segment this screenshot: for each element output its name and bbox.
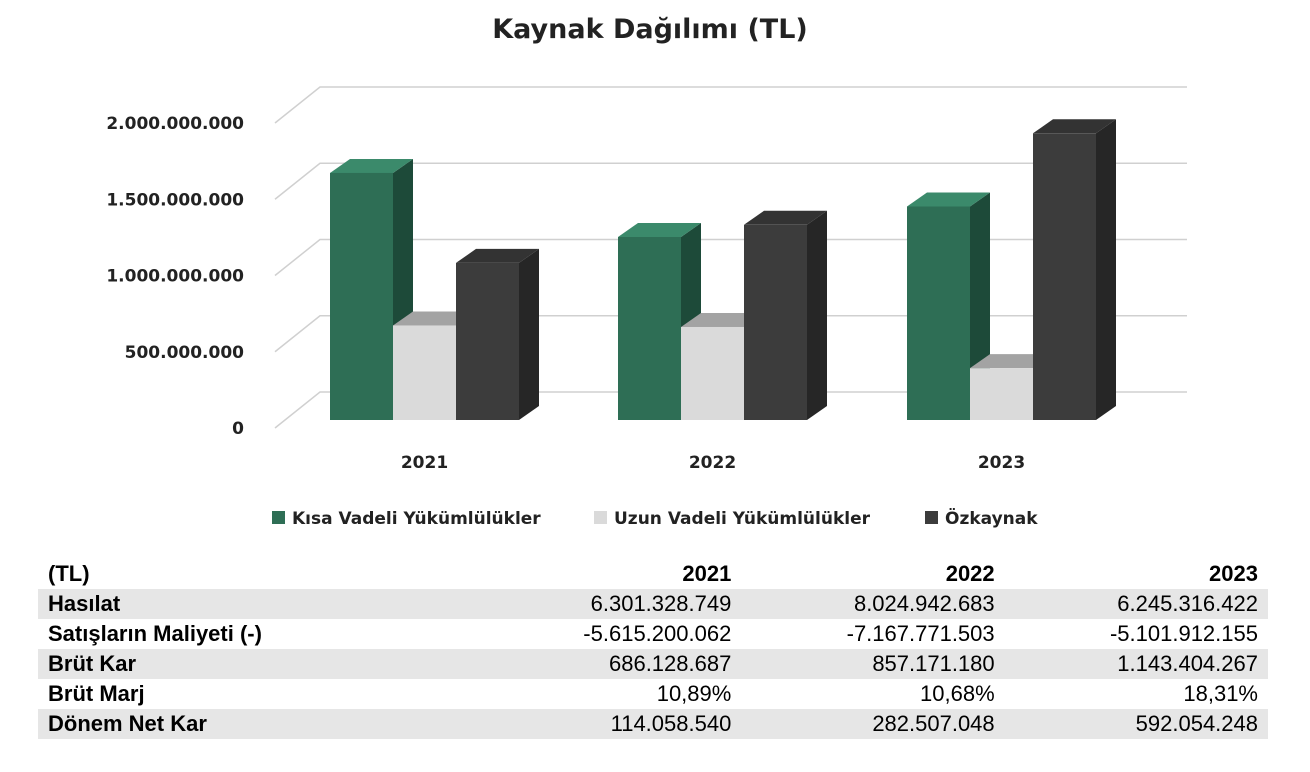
- table-header-year: 2022: [945, 561, 995, 586]
- bar-side: [1096, 119, 1116, 421]
- bar-front: [970, 368, 1033, 420]
- legend: Kısa Vadeli Yükümlülükler Uzun Vadeli Yük…: [272, 507, 1038, 529]
- row-value: -5.615.200.062: [583, 621, 732, 646]
- table-header-row: (TL) 2021 2022 2023: [38, 559, 1268, 589]
- bar: [907, 192, 990, 420]
- y-tick-label: 500.000.000: [125, 343, 245, 363]
- row-label: Hasılat: [38, 589, 478, 619]
- row-value: 1.143.404.267: [1004, 649, 1268, 679]
- legend-item: Özkaynak: [925, 507, 1038, 529]
- bar-front: [681, 326, 744, 420]
- bar-top: [907, 192, 990, 207]
- y-tick-label: 0: [232, 419, 244, 439]
- row-label: Brüt Marj: [48, 681, 145, 706]
- bar-top: [618, 223, 701, 237]
- table-row: Satışların Maliyeti (-) -5.615.200.062 -…: [38, 619, 1268, 649]
- row-value: 6.301.328.749: [478, 589, 742, 619]
- chart-grid: [274, 86, 1187, 429]
- y-tick-label: 2.000.000.000: [106, 114, 244, 134]
- x-tick-label: 2022: [689, 453, 736, 473]
- legend-swatch: [925, 511, 938, 524]
- table-row: Brüt Kar 686.128.687 857.171.180 1.143.4…: [38, 649, 1268, 679]
- bar-front: [1033, 133, 1096, 421]
- gridline: [274, 162, 1187, 200]
- row-value: 18,31%: [1183, 681, 1258, 706]
- bar: [1033, 119, 1116, 421]
- y-axis: 0 500.000.000 1.000.000.000 1.500.000.000 2.…: [106, 114, 244, 439]
- bar-front: [618, 237, 681, 420]
- bar-top: [1033, 119, 1116, 134]
- bar-front: [393, 325, 456, 420]
- legend-item: Uzun Vadeli Yükümlülükler: [594, 509, 871, 529]
- bar: [456, 248, 539, 420]
- row-value: 10,89%: [656, 681, 732, 706]
- legend-label: Uzun Vadeli Yükümlülükler: [614, 509, 871, 529]
- legend-label: Özkaynak: [945, 507, 1038, 529]
- legend-item: Kısa Vadeli Yükümlülükler: [272, 509, 541, 529]
- bar-front: [456, 262, 519, 420]
- row-value: -7.167.771.503: [846, 621, 995, 646]
- table-row: Hasılat 6.301.328.749 8.024.942.683 6.24…: [38, 589, 1268, 619]
- bar: [618, 223, 701, 420]
- bar-front: [907, 206, 970, 420]
- table-row: Dönem Net Kar 114.058.540 282.507.048 59…: [38, 709, 1268, 739]
- bar: [744, 210, 827, 420]
- bar-front: [330, 172, 393, 420]
- bar-top: [393, 311, 476, 326]
- gridline: [274, 315, 1187, 353]
- gridline: [274, 391, 1187, 429]
- bar-top: [970, 354, 1053, 369]
- bar-top: [681, 312, 764, 327]
- bar-top: [456, 248, 539, 263]
- row-value: 6.245.316.422: [1004, 589, 1268, 619]
- row-label: Brüt Kar: [38, 649, 478, 679]
- bar-front: [744, 224, 807, 420]
- table-header-label: (TL): [48, 561, 90, 586]
- row-label: Dönem Net Kar: [38, 709, 478, 739]
- table-row: Brüt Marj 10,89% 10,68% 18,31%: [38, 679, 1268, 709]
- chart-title: Kaynak Dağılımı (TL): [492, 14, 808, 45]
- legend-swatch: [272, 511, 285, 524]
- row-value: 592.054.248: [1004, 709, 1268, 739]
- row-label: Satışların Maliyeti (-): [48, 621, 262, 646]
- y-tick-label: 1.500.000.000: [106, 190, 244, 210]
- row-value: 10,68%: [920, 681, 995, 706]
- row-value: 282.507.048: [741, 709, 1005, 739]
- y-tick-label: 1.000.000.000: [106, 267, 244, 287]
- legend-swatch: [594, 511, 607, 524]
- row-value: 114.058.540: [478, 709, 742, 739]
- row-value: 8.024.942.683: [741, 589, 1005, 619]
- x-tick-label: 2021: [401, 453, 448, 473]
- row-value: 686.128.687: [478, 649, 742, 679]
- bar-side: [519, 248, 539, 420]
- table-header-year: 2021: [682, 561, 732, 586]
- bar-side: [807, 210, 827, 420]
- bar-group: [330, 119, 1116, 421]
- legend-label: Kısa Vadeli Yükümlülükler: [292, 509, 541, 529]
- row-value: 857.171.180: [741, 649, 1005, 679]
- x-axis: 2021 2022 2023: [401, 453, 1025, 473]
- gridline: [274, 238, 1187, 277]
- resource-distribution-chart: Kaynak Dağılımı (TL) 0 500.000.000 1.000.0…: [106, 14, 1187, 529]
- financials-table: (TL) 2021 2022 2023 Hasılat 6.301.328.74…: [38, 559, 1268, 739]
- bar-top: [744, 210, 827, 225]
- bar-top: [330, 158, 413, 173]
- gridline: [274, 86, 1187, 124]
- table-header-year: 2023: [1209, 561, 1258, 586]
- row-value: -5.101.912.155: [1109, 621, 1258, 646]
- x-tick-label: 2023: [978, 453, 1025, 473]
